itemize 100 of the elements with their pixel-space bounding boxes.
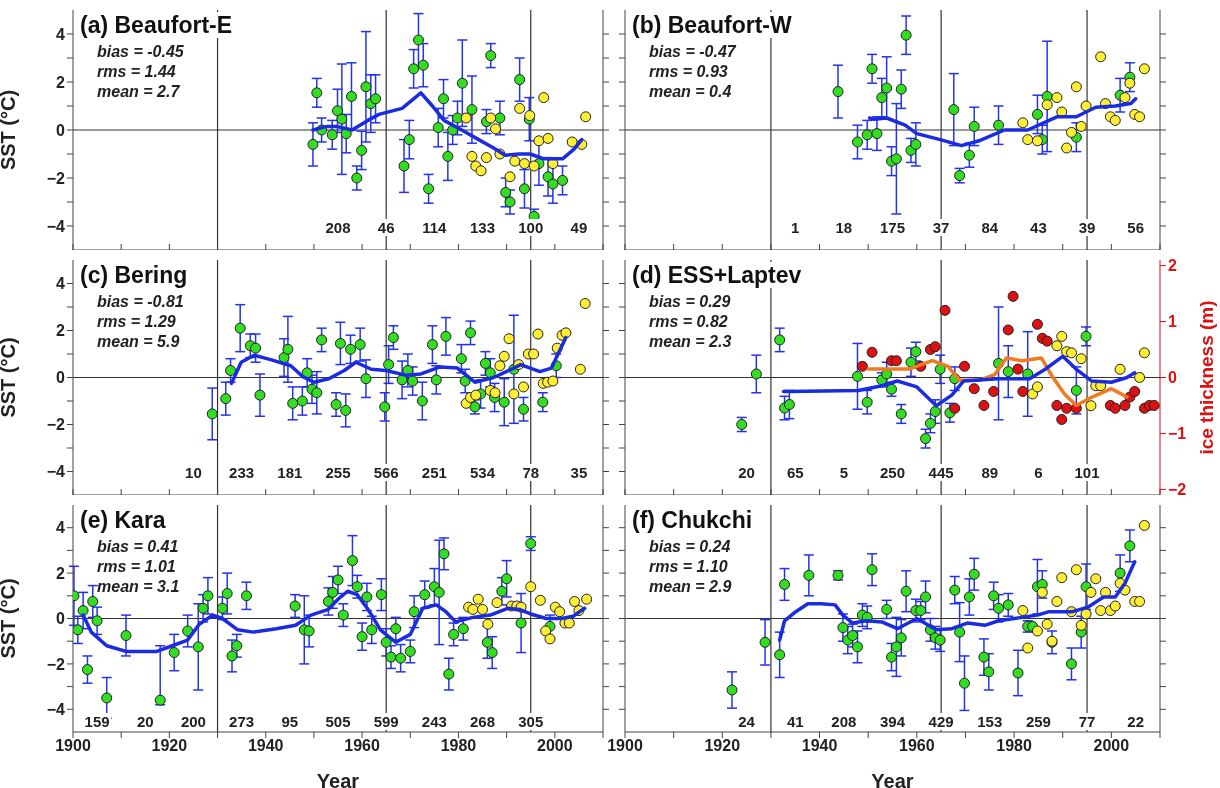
annotation: rms = 1.29 bbox=[97, 312, 177, 332]
annotation: 251 bbox=[420, 464, 448, 481]
annotation: 250 bbox=[878, 464, 907, 481]
annotation: 101 bbox=[1073, 464, 1101, 481]
annotation: 534 bbox=[469, 464, 497, 481]
y-axis-title: SST (°C) bbox=[0, 578, 20, 659]
annotation: 599 bbox=[372, 713, 400, 730]
annotation: rms = 1.10 bbox=[649, 557, 729, 577]
annotation: 41 bbox=[785, 713, 805, 730]
annotation: mean = 0.4 bbox=[649, 82, 733, 102]
annotation: 200 bbox=[179, 713, 207, 730]
annotation: 77 bbox=[1077, 713, 1097, 730]
annotation: 181 bbox=[276, 464, 304, 481]
annotation: 39 bbox=[1077, 219, 1097, 236]
annotation: 95 bbox=[280, 713, 300, 730]
annotation: 22 bbox=[1126, 713, 1146, 730]
text: 2 bbox=[1168, 257, 1177, 275]
x-tick-label: 1920 bbox=[704, 737, 741, 755]
x-tick-label: 1940 bbox=[801, 737, 838, 755]
text: 0 bbox=[1168, 369, 1177, 387]
y-tick-label: 2 bbox=[56, 564, 66, 582]
annotation: mean = 2.7 bbox=[97, 82, 181, 102]
annotation: 114 bbox=[421, 219, 448, 236]
y-tick-label: −4 bbox=[46, 217, 66, 235]
x-tick-label: 2000 bbox=[1093, 737, 1130, 755]
x-tick-label: 1980 bbox=[996, 737, 1032, 755]
annotation: 305 bbox=[517, 713, 545, 730]
annotation: rms = 0.93 bbox=[649, 62, 729, 82]
annotation: 65 bbox=[785, 464, 805, 481]
y-tick-label: 4 bbox=[56, 275, 66, 293]
text: 1 bbox=[1168, 313, 1177, 331]
annotation: bias = 0.29 bbox=[649, 292, 732, 312]
annotation: 394 bbox=[878, 713, 907, 730]
annotation: bias = 0.41 bbox=[97, 537, 180, 557]
x-tick-label: 1920 bbox=[151, 737, 188, 755]
annotation: 505 bbox=[324, 713, 352, 730]
y-tick-label: 4 bbox=[56, 25, 66, 43]
annotation: 43 bbox=[1029, 219, 1048, 236]
chart-title: (c) Bering bbox=[77, 262, 191, 288]
annotation: 259 bbox=[1024, 713, 1052, 730]
annotation: 208 bbox=[830, 713, 858, 730]
annotation: 5 bbox=[838, 464, 850, 481]
annotation: bias = -0.45 bbox=[97, 42, 184, 62]
chart-title: (e) Kara bbox=[77, 507, 169, 533]
annotation: rms = 1.44 bbox=[97, 62, 177, 82]
text: −1 bbox=[1168, 425, 1187, 443]
annotation: 56 bbox=[1126, 219, 1146, 236]
annotation: mean = 2.3 bbox=[649, 332, 732, 352]
chart-title: (b) Beaufort-W bbox=[629, 12, 795, 38]
annotation: 159 bbox=[83, 713, 111, 730]
annotation: 566 bbox=[372, 464, 400, 481]
x-tick-label: 2000 bbox=[537, 737, 573, 755]
x-axis-title: Year bbox=[871, 770, 914, 788]
annotation: mean = 5.9 bbox=[97, 332, 181, 352]
chart-title: (f) Chukchi bbox=[629, 507, 756, 533]
annotation: 24 bbox=[737, 713, 756, 730]
annotation: mean = 2.9 bbox=[649, 577, 732, 597]
x-axis-title: Year bbox=[316, 770, 360, 788]
annotation: 20 bbox=[135, 713, 155, 730]
y-tick-label: 0 bbox=[56, 121, 66, 139]
y-tick-label: −2 bbox=[46, 169, 66, 187]
x-tick-label: 1900 bbox=[607, 737, 643, 755]
x-tick-label: 1960 bbox=[344, 737, 380, 755]
x-tick-label: 1940 bbox=[247, 737, 284, 755]
annotation: 273 bbox=[228, 713, 256, 730]
text: −2 bbox=[1168, 481, 1187, 499]
annotation: 18 bbox=[834, 219, 854, 236]
annotation: 100 bbox=[517, 219, 545, 236]
y-tick-label: 2 bbox=[56, 73, 66, 91]
y-tick-label: −4 bbox=[46, 700, 66, 718]
x-tick-label: 1900 bbox=[55, 737, 91, 755]
annotation: 429 bbox=[927, 713, 955, 730]
chart-title: (d) ESS+Laptev bbox=[629, 262, 805, 288]
x-tick-label: 1980 bbox=[440, 737, 477, 755]
y-axis-title: SST (°C) bbox=[0, 337, 20, 418]
y-tick-label: −2 bbox=[46, 655, 66, 673]
chart-title: (a) Beaufort-E bbox=[77, 12, 236, 38]
annotation: 1 bbox=[790, 219, 801, 236]
annotation: 445 bbox=[927, 464, 955, 481]
y-tick-label: −2 bbox=[46, 416, 66, 434]
annotation: 37 bbox=[931, 219, 951, 236]
y-tick-label: 0 bbox=[56, 369, 66, 387]
annotation: bias = -0.47 bbox=[649, 42, 736, 62]
annotation: 133 bbox=[469, 219, 497, 236]
y-tick-label: 2 bbox=[56, 322, 66, 340]
annotation: 89 bbox=[980, 464, 1000, 481]
annotation: 35 bbox=[569, 464, 589, 481]
annotation: rms = 0.82 bbox=[649, 312, 729, 332]
annotation: bias = 0.24 bbox=[649, 537, 732, 557]
annotation: 6 bbox=[1033, 464, 1044, 481]
annotation: 78 bbox=[521, 464, 541, 481]
annotation: 84 bbox=[980, 219, 1000, 236]
annotation: 20 bbox=[737, 464, 756, 481]
annotation: 10 bbox=[184, 464, 203, 481]
annotation: rms = 1.01 bbox=[97, 557, 177, 577]
annotation: bias = -0.81 bbox=[97, 292, 184, 312]
y-tick-label: −4 bbox=[46, 463, 66, 481]
y-tick-label: 4 bbox=[56, 519, 66, 537]
y-axis-title: SST (°C) bbox=[0, 89, 20, 171]
annotation: 243 bbox=[420, 713, 448, 730]
